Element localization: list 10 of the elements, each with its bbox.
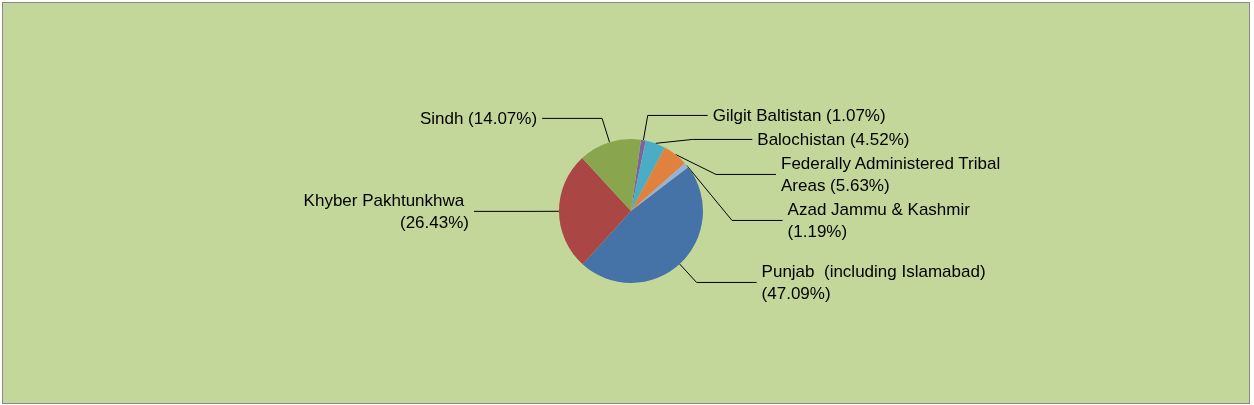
data-label: (26.43%) bbox=[400, 212, 469, 232]
slice-label: Azad Jammu & Kashmir bbox=[787, 199, 975, 219]
slice-label: Federally Administered Tribal Areas (5.63%) bbox=[780, 153, 1005, 195]
slice-label: Balochistan (4.52%) bbox=[757, 129, 910, 149]
slice-label: Gilgit Baltistan (1.07%) bbox=[712, 105, 886, 125]
slice-label: Punjab (including Islamabad) bbox=[761, 261, 991, 281]
data-label: (47.09%) bbox=[761, 283, 831, 303]
data-label: (1.19%) bbox=[787, 221, 848, 241]
slice-label: Sindh (14.07%) bbox=[419, 108, 538, 128]
slice-label: Khyber Pakhtunkhwa bbox=[303, 190, 469, 210]
